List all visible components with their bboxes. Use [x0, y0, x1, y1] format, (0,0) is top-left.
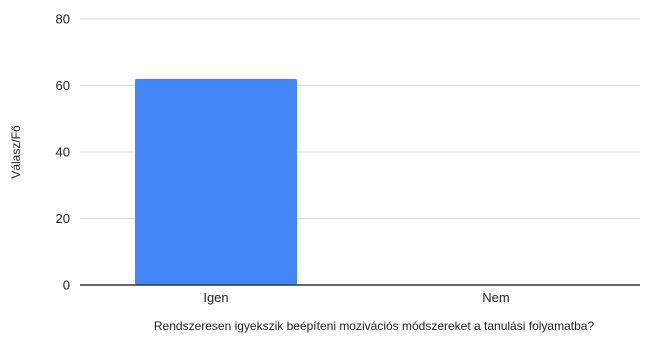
bars: [135, 78, 297, 285]
y-tick-label: 0: [63, 278, 70, 293]
bar-igen: [135, 78, 297, 285]
y-tick-label: 20: [56, 211, 70, 226]
x-axis-title: Rendszeresen igyekszik beépíteni mozivác…: [154, 319, 595, 333]
y-tick-label: 80: [56, 12, 70, 27]
y-tick-label: 40: [56, 145, 70, 160]
x-tick-label-igen: Igen: [203, 290, 228, 305]
x-tick-labels: Igen Nem: [203, 290, 509, 305]
x-tick-label-nem: Nem: [482, 290, 509, 305]
y-tick-label: 60: [56, 78, 70, 93]
y-tick-labels: 0 20 40 60 80: [56, 12, 70, 293]
y-axis-title: Válasz/Fő: [9, 125, 23, 179]
